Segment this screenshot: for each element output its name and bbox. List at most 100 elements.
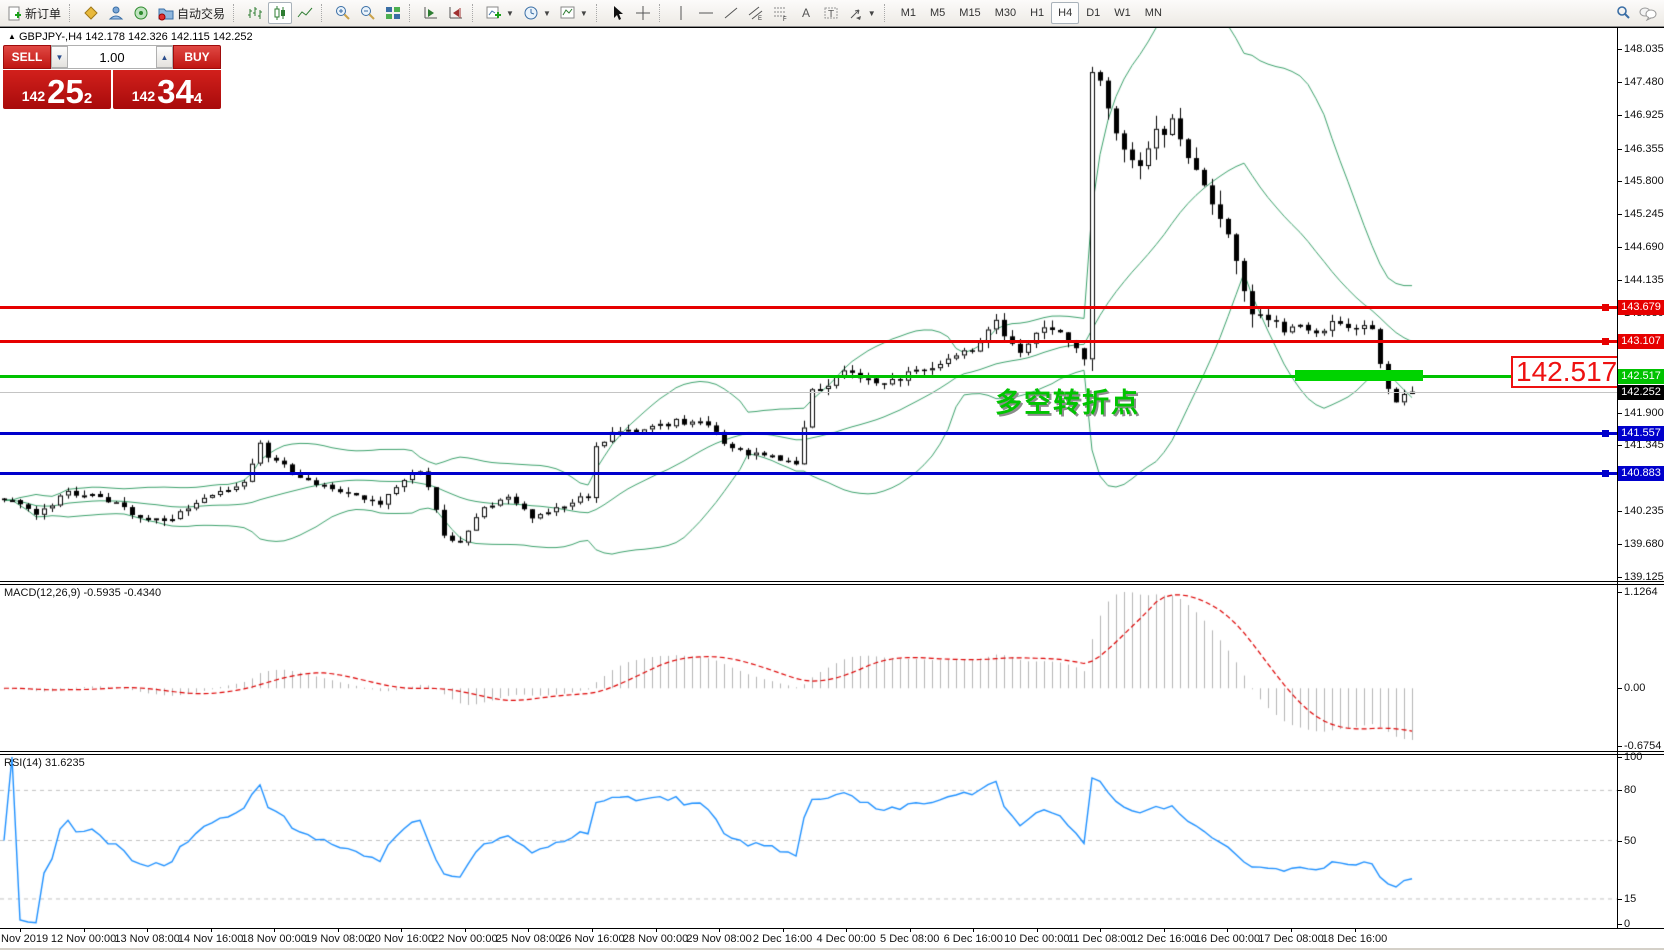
zoom-out-button[interactable] [356,2,380,24]
hline-142.517[interactable] [0,374,1617,378]
price-tick-label: 148.035 [1624,43,1664,55]
timeframe-button-d1[interactable]: D1 [1086,7,1101,19]
horizontal-line-button[interactable] [694,2,718,24]
text-label-icon: T [824,7,838,20]
rsi-separator-bottom[interactable] [0,754,1664,755]
main-chart-canvas[interactable] [0,27,1617,581]
macd-separator-bottom[interactable] [0,584,1664,585]
macd-separator-top[interactable] [0,581,1664,582]
line-anchor-marker[interactable] [1602,469,1609,477]
hline-142.252[interactable] [0,391,1617,393]
chart-shift-button[interactable] [444,2,468,24]
volume-increase-button[interactable]: ▲ [156,46,173,68]
signals-button[interactable] [129,2,153,24]
templates-button[interactable]: ▼ [556,2,592,24]
hline-143.107[interactable] [0,340,1617,344]
time-tick-mark [655,928,657,932]
trendline-button[interactable] [719,2,743,24]
timeframe-button-m5[interactable]: M5 [930,7,946,19]
arrows-button[interactable]: ▼ [844,2,880,24]
fibonacci-button[interactable]: F [769,2,793,24]
chart-text-annotation[interactable]: 多空转折点 [995,388,1140,418]
price-badge: 143.107 [1618,334,1664,350]
timeframe-group: M1 M5 M15 M30 H1 H4 D1 W1 MN [894,2,1169,24]
hline-140.883[interactable] [0,471,1617,475]
hline-143.679[interactable] [0,306,1617,310]
rsi-axis-label: 100 [1624,751,1643,763]
periods-button[interactable]: ▼ [519,2,555,24]
crosshair-button[interactable] [631,2,655,24]
timeframe-button-mn[interactable]: MN [1144,7,1162,19]
buy-button[interactable]: BUY [173,45,221,69]
macd-axis-label: 0.00 [1624,682,1646,695]
timeframe-button-m30[interactable]: M30 [994,7,1017,19]
tile-windows-button[interactable] [381,2,405,24]
text-label-button[interactable]: T [819,2,843,24]
rsi-separator-top[interactable] [0,751,1664,752]
volume-stepper: ▼ ▲ [51,45,173,69]
line-anchor-marker[interactable] [1602,304,1609,312]
candlestick-chart-button[interactable] [268,2,293,24]
auto-scroll-button[interactable] [419,2,443,24]
signals-icon [134,6,148,20]
rsi-panel-canvas[interactable] [0,755,1617,928]
search-button[interactable] [1611,2,1635,24]
svg-text:E: E [758,16,762,21]
rsi-axis-label: 80 [1624,784,1637,797]
collapse-triangle-icon[interactable]: ▲ [8,32,16,41]
data-window-button[interactable] [79,2,103,24]
time-tick-mark [591,928,593,932]
vertical-line-button[interactable] [669,2,693,24]
price-tick-label: 145.800 [1624,175,1664,188]
price-tick-mark [1617,280,1622,282]
timeframe-button-m15[interactable]: M15 [959,7,981,19]
profile-button[interactable] [104,2,128,24]
sell-price-big: 25 [47,73,84,110]
zoom-in-button[interactable] [331,2,355,24]
price-tick-label: 141.900 [1624,406,1664,419]
new-order-button[interactable]: 新订单 [3,2,65,24]
volume-input[interactable] [68,46,156,68]
timeframe-button-h4[interactable]: H4 [1051,2,1080,24]
chat-button[interactable] [1635,2,1661,24]
auto-trading-button[interactable]: 自动交易 [154,2,229,24]
highlight-rectangle[interactable] [1295,370,1423,382]
cursor-button[interactable] [606,2,630,24]
chart-title: ▲ GBPJPY-,H4 142.178 142.326 142.115 142… [8,31,253,43]
sell-button[interactable]: SELL [3,45,51,69]
line-chart-button[interactable] [293,2,317,24]
volume-decrease-button[interactable]: ▼ [51,46,68,68]
line-anchor-marker[interactable] [1602,338,1609,346]
arrows-icon [850,9,861,20]
time-tick-label: 22 Nov 00:00 [432,933,498,945]
dropdown-caret: ▼ [867,8,876,18]
text-icon: A [802,6,810,20]
price-tick-label: 140.235 [1624,505,1664,518]
line-anchor-marker[interactable] [1602,429,1609,437]
price-tick-mark [1617,544,1622,546]
time-tick-label: 18 Dec 16:00 [1321,933,1388,945]
hline-141.557[interactable] [0,431,1617,435]
buy-price-sup: 4 [193,90,203,107]
bar-chart-button[interactable] [243,2,267,24]
timeframe-button-h1[interactable]: H1 [1030,7,1045,19]
buy-price-button[interactable]: 142 34 4 [113,70,221,109]
price-tick-mark [1617,577,1622,578]
price-tick-mark [1617,247,1622,249]
time-tick-mark [20,928,21,932]
indicators-button[interactable]: ▼ [482,2,518,24]
equidistant-channel-button[interactable]: E [744,2,768,24]
macd-panel-canvas[interactable] [0,585,1617,751]
time-tick-label: 16 Dec 00:00 [1194,933,1261,945]
price-callout-label[interactable]: 142.517 [1511,356,1623,388]
text-button[interactable]: A [794,2,818,24]
time-tick-mark [719,928,721,932]
timeframe-button-w1[interactable]: W1 [1114,7,1131,19]
macd-tick-mark [1617,688,1622,690]
price-tick-mark [1617,49,1622,50]
timeframe-button-m1[interactable]: M1 [900,7,916,19]
sell-price-button[interactable]: 142 25 2 [3,70,111,109]
price-tick-label: 144.690 [1624,241,1664,254]
line-chart-icon [297,7,313,18]
